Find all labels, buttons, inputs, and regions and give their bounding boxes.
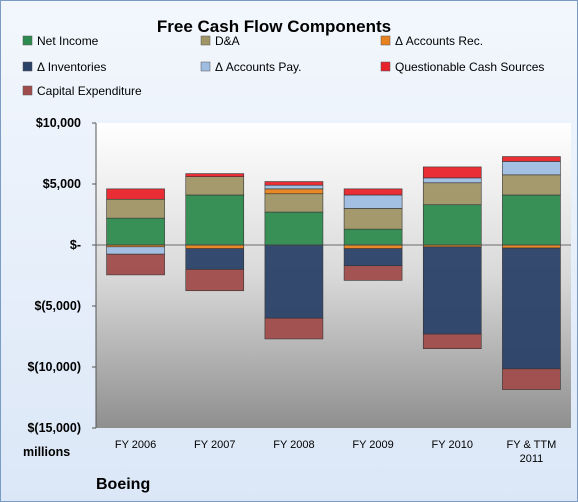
legend-swatch-delta-accounts-pay <box>200 61 211 72</box>
legend-label-delta-accounts-pay: Δ Accounts Pay. <box>215 60 302 74</box>
x-tick-label: FY 2007 <box>194 439 235 451</box>
bar-segment-capital-expenditure <box>106 253 165 276</box>
bar-segment-d-a <box>343 208 403 230</box>
y-axis: $10,000 $5,000 $- $(5,000) $(10,000) $(15,000… <box>27 116 97 435</box>
y-tick-label: $10,000 <box>36 116 81 130</box>
bar-segment-delta-accounts-pay <box>343 194 403 209</box>
x-tick-label: FY 2010 <box>432 439 473 451</box>
y-tick-label: $(10,000) <box>27 360 81 374</box>
bars <box>96 156 571 390</box>
units-label: millions <box>23 445 70 459</box>
x-axis: FY 2006 FY 2007 FY 2008 FY 2009 FY 2010 FY & … <box>115 439 556 465</box>
bar-segment-d-a <box>422 182 482 206</box>
bar-segment-delta-accounts-rec <box>264 188 324 195</box>
bar-segment-questionable-cash-sources <box>343 188 403 196</box>
legend-swatch-delta-accounts-rec <box>380 35 391 46</box>
bar-segment-questionable-cash-sources <box>422 166 482 179</box>
x-tick-label: FY 2009 <box>352 439 393 451</box>
bar-segment-net-income <box>106 217 165 246</box>
legend-label-net-income: Net Income <box>37 34 99 48</box>
bar-segment-delta-inventories <box>343 248 403 267</box>
x-tick-label: FY 2008 <box>273 439 314 451</box>
bar-segment-d-a <box>185 176 245 196</box>
bar-segment-questionable-cash-sources <box>502 156 561 162</box>
bar-segment-delta-accounts-rec <box>502 244 561 249</box>
y-tick-label: $(5,000) <box>34 299 81 313</box>
legend-label-delta-inventories: Δ Inventories <box>37 60 106 74</box>
chart-title: Free Cash Flow Components <box>157 17 391 36</box>
bar-segment-net-income <box>264 211 324 246</box>
bar-segment-capital-expenditure <box>185 269 245 292</box>
bar-segment-delta-inventories <box>502 247 561 370</box>
bar-segment-capital-expenditure <box>502 368 561 390</box>
y-tick-label: $- <box>70 238 81 252</box>
x-tick-label: FY & TTM <box>507 439 557 451</box>
legend-swatch-questionable-cash-sources <box>380 61 391 72</box>
bar-segment-delta-accounts-pay <box>422 177 482 184</box>
bar-segment-net-income <box>502 194 561 246</box>
legend-label-delta-accounts-rec: Δ Accounts Rec. <box>395 34 483 48</box>
bar-segment-d-a <box>106 198 165 219</box>
y-tick-label: $(15,000) <box>27 421 81 435</box>
bar-segment-capital-expenditure <box>264 317 324 340</box>
bar-segment-questionable-cash-sources <box>185 173 245 177</box>
bar-segment-delta-accounts-pay <box>106 246 165 255</box>
x-tick-label: FY 2006 <box>115 439 156 451</box>
y-tick-label: $5,000 <box>43 177 81 191</box>
bar-segment-delta-inventories <box>264 244 324 319</box>
legend-label-d-a: D&A <box>215 34 240 48</box>
bar-segment-questionable-cash-sources <box>106 188 165 200</box>
bar-segment-d-a <box>264 193 324 213</box>
plot-area <box>96 123 571 428</box>
bar-segment-delta-accounts-pay <box>502 161 561 176</box>
bar-segment-delta-inventories <box>422 246 482 335</box>
bar-segment-net-income <box>422 204 482 246</box>
bar-segment-delta-accounts-pay <box>264 184 324 190</box>
legend-swatch-capital-expenditure <box>22 85 33 96</box>
bar-segment-delta-accounts-rec <box>185 244 245 249</box>
bar-segment-delta-accounts-rec <box>343 244 403 249</box>
legend-swatch-d-a <box>200 35 211 46</box>
bar-segment-d-a <box>502 174 561 196</box>
bar-segment-capital-expenditure <box>422 333 482 349</box>
bar-segment-delta-inventories <box>185 248 245 270</box>
bar-segment-capital-expenditure <box>343 265 403 281</box>
x-tick-label: 2011 <box>520 453 544 465</box>
bar-segment-net-income <box>343 228 403 246</box>
company-label: Boeing <box>96 476 150 493</box>
legend-label-capital-expenditure: Capital Expenditure <box>37 84 142 98</box>
bar-segment-questionable-cash-sources <box>264 181 324 186</box>
legend-swatch-delta-inventories <box>22 61 33 72</box>
legend: Net Income D&A Δ Accounts Rec. Δ Inventorie… <box>22 34 544 98</box>
legend-label-questionable-cash-sources: Questionable Cash Sources <box>395 60 544 74</box>
legend-swatch-net-income <box>22 35 33 46</box>
bar-segment-net-income <box>185 194 245 246</box>
